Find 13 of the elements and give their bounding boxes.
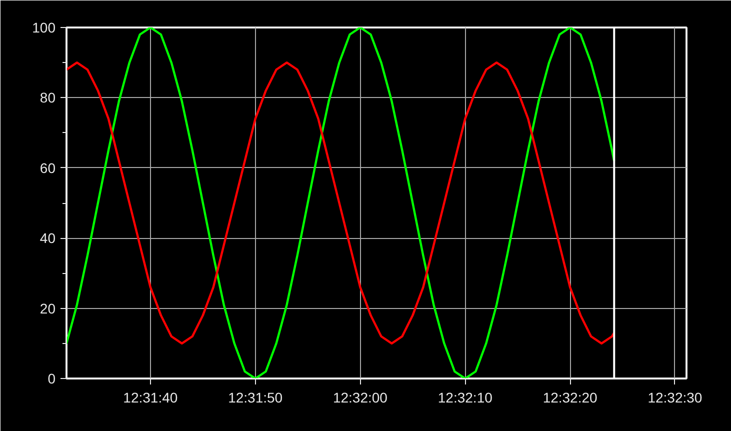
y-tick-label: 80 bbox=[40, 90, 56, 106]
x-tick-label: 12:32:10 bbox=[438, 390, 493, 406]
x-tick-label: 12:31:50 bbox=[228, 390, 283, 406]
y-tick-label: 0 bbox=[48, 370, 56, 386]
y-tick-label: 20 bbox=[40, 300, 56, 316]
x-tick-label: 12:31:40 bbox=[123, 390, 178, 406]
y-tick-label: 40 bbox=[40, 230, 56, 246]
y-tick-label: 100 bbox=[32, 20, 56, 36]
x-tick-label: 12:32:30 bbox=[648, 390, 702, 406]
line-series bbox=[66, 62, 616, 344]
x-tick-label: 12:32:20 bbox=[542, 390, 598, 406]
x-tick-label: 12:32:00 bbox=[332, 390, 388, 406]
y-tick-label: 60 bbox=[40, 160, 56, 176]
